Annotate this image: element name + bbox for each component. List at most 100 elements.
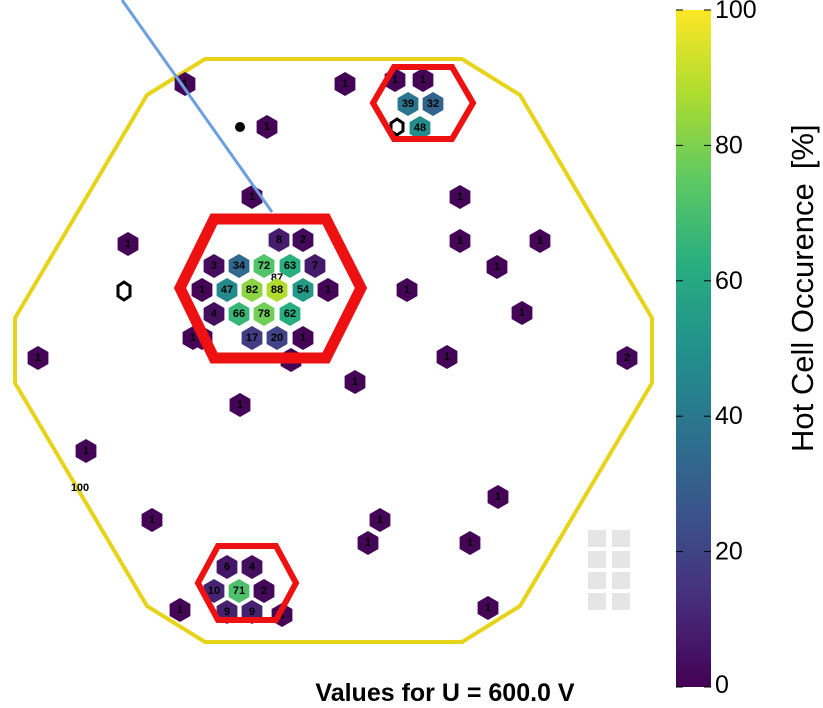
colorbar-tick-label: 100 [715,0,757,24]
hex-cell [436,345,458,369]
hex-cell [511,301,533,325]
hex-cell-label: 9 [249,606,255,618]
hex-cell-label: 34 [233,260,246,272]
hex-cell-label: 1 [519,307,525,319]
hex-cell-label: 1 [485,602,491,614]
hex-cell-label: 1 [404,284,410,296]
hex-cell [268,228,290,252]
hex-cell [279,254,301,278]
colorbar-tick-label: 60 [715,267,743,295]
hex-cell-label: 39 [402,98,414,110]
hex-cell [449,229,471,253]
hex-cell [228,302,250,326]
hex-cell-label: 47 [221,284,233,296]
hex-cell-label: 82 [246,284,258,296]
hex-cell-label: 48 [414,122,426,134]
hex-cell [616,346,638,370]
hex-cell-label: 1 [392,74,398,86]
hex-cell [229,393,251,417]
hex-cell-label: 72 [258,260,270,272]
pointer-line [120,0,274,213]
chart-subtitle: Values for U = 600.0 V [315,679,574,707]
hex-cell [241,326,263,350]
hex-cell [459,531,481,555]
hex-cell-label: 2 [624,352,630,364]
hex-cell [304,254,326,278]
hex-cell-label: 1 [420,74,426,86]
hex-cell [75,439,97,463]
hex-cell-label: 1 [199,284,205,296]
hex-cell [292,326,314,350]
hex-cell-label: 1 [444,351,450,363]
hex-cell-label: 1 [457,191,463,203]
hex-cell [141,508,163,532]
hex-cell-label: 1 [377,514,383,526]
hex-cell-label: 1 [342,78,348,90]
hex-cell [228,254,250,278]
hex-cell [397,92,419,116]
hex-cell-label: 62 [284,308,296,320]
hex-cell [203,254,225,278]
hex-cell [253,302,275,326]
hex-cell-label: 1 [182,78,188,90]
hex-cell-label: 1 [190,332,196,344]
hex-cell [279,302,301,326]
hex-cell-label: 1 [237,399,243,411]
hex-cell-label: 54 [297,284,310,296]
hex-cell-label: 88 [271,284,283,296]
hex-cell-label: 1 [537,235,543,247]
hex-cell [529,229,551,253]
hex-cell-label: 1 [365,537,371,549]
detector-outline [13,57,654,644]
grey-legend-squares [588,530,630,610]
highlight-outlines [173,64,477,623]
hex-cell [228,579,250,603]
hex-cell [266,326,288,350]
hex-cell-label: 66 [233,308,245,320]
hex-cell [256,115,278,139]
highlight-hex-top [369,64,477,142]
colorbar-label: Hot Cell Occurence [785,183,820,452]
hex-cell [241,555,263,579]
colorbar [676,10,711,687]
hex-cell-label: 1 [467,537,473,549]
highlight-hex-bottom [194,543,300,623]
hex-cell [369,508,391,532]
hollow-hex-marker [116,280,132,302]
hex-cell [241,278,263,302]
hex-cell-label: 63 [284,260,296,272]
hex-cell [449,185,471,209]
hex-cell-label: 2 [261,585,267,597]
hex-cell [422,92,444,116]
hex-cell-label: 9 [224,606,230,618]
hex-cell [477,596,499,620]
hex-cell [317,278,339,302]
hex-cell-label: 1 [264,121,270,133]
hex-cell [174,72,196,96]
hex-cell [216,278,238,302]
hex-cell-label: 71 [233,585,245,597]
hex-cell-label: 1 [494,261,500,273]
hex-cell [396,278,418,302]
hex-cell-label: 3 [211,260,217,272]
highlight-hex-center [173,213,368,364]
hex-cell-label: 17 [246,332,258,344]
colorbar-ticks: 0 20 40 60 80 100 [676,0,757,699]
hex-cell-label: 1 [352,376,358,388]
hex-cell [266,278,288,302]
hex-cell-label: 20 [271,332,283,344]
colorbar-tick-label: 20 [715,538,743,566]
hex-cell-label: 4 [211,308,218,320]
hex-cell [27,346,49,370]
hex-cell [117,232,139,256]
hex-cell-label: 1 [125,238,131,250]
hex-cell [216,555,238,579]
hex-cell-label: 1 [300,332,306,344]
hex-cell-label: 1 [457,235,463,247]
dead-cell-markers [116,117,405,302]
hex-cell-label: 78 [258,308,270,320]
hex-cell-label: 8 [276,234,282,246]
colorbar-tick-label: 0 [715,671,729,699]
hex-cell [203,302,225,326]
hex-cell [357,531,379,555]
